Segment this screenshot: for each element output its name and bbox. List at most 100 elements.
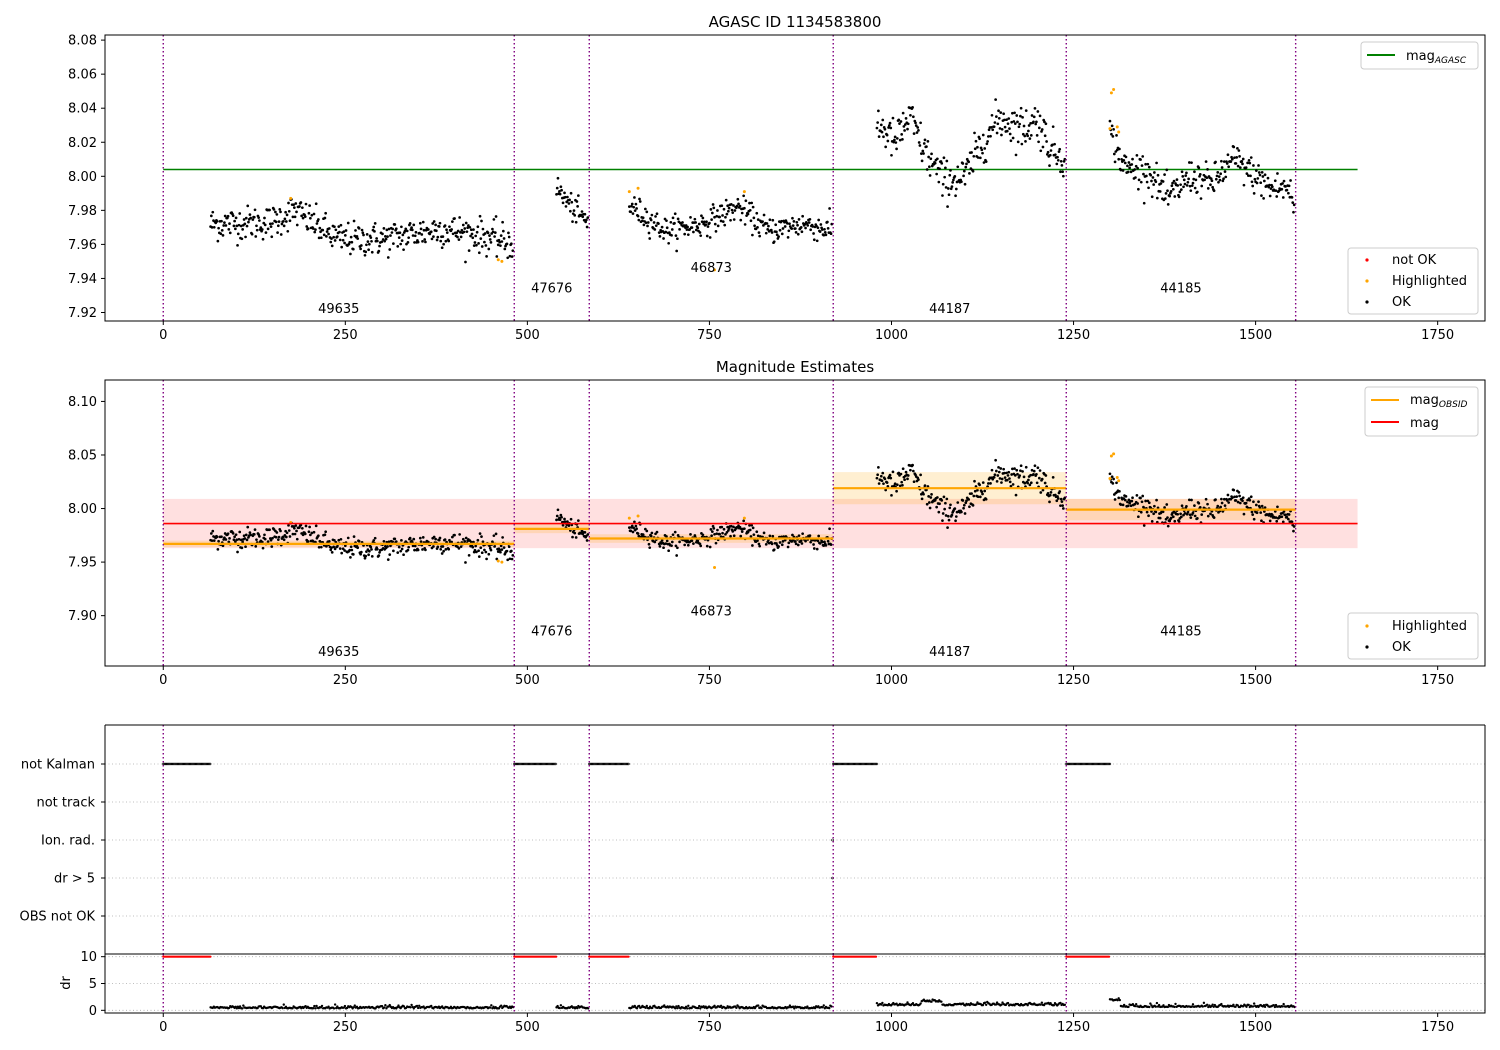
ok-point xyxy=(274,535,278,539)
ok-point xyxy=(224,538,228,541)
ok-point xyxy=(399,549,403,553)
ok-point xyxy=(495,255,499,258)
y-tick-label: 8.00 xyxy=(68,502,97,517)
not-kalman-point xyxy=(195,762,199,766)
ok-point xyxy=(830,222,834,226)
ok-point xyxy=(1186,180,1190,184)
ok-point xyxy=(438,221,442,225)
y-tick-label: 8.04 xyxy=(68,102,97,117)
ok-point xyxy=(458,533,461,536)
ok-point xyxy=(1263,506,1267,509)
ok-point xyxy=(978,137,981,141)
ok-point xyxy=(965,499,968,503)
ok-point xyxy=(270,235,274,239)
ok-point xyxy=(1182,178,1186,182)
ok-point xyxy=(925,502,929,506)
ok-point xyxy=(563,191,566,195)
ok-point xyxy=(921,149,925,153)
ok-point xyxy=(232,538,236,542)
ok-point xyxy=(721,220,725,223)
ok-point xyxy=(432,545,435,548)
highlighted-point xyxy=(1115,125,1119,129)
ok-point xyxy=(1027,478,1030,482)
ok-point xyxy=(1112,127,1115,131)
ok-point xyxy=(1015,468,1019,472)
ok-point xyxy=(1044,474,1048,477)
ok-point xyxy=(1048,493,1052,497)
ok-point xyxy=(1268,519,1272,523)
ok-point xyxy=(1147,186,1150,190)
ok-point xyxy=(406,548,410,552)
not-kalman-point xyxy=(1085,762,1089,766)
ok-point xyxy=(906,477,909,481)
ok-point xyxy=(877,109,880,113)
ok-point xyxy=(792,220,796,223)
ok-point xyxy=(1240,160,1244,163)
ok-point xyxy=(775,233,779,237)
x-tick-label: 1500 xyxy=(1239,673,1272,688)
ok-point xyxy=(242,534,246,538)
ok-point xyxy=(972,494,976,498)
ok-point xyxy=(981,481,985,484)
ok-point xyxy=(1230,157,1234,161)
not-kalman-point xyxy=(1070,762,1073,766)
ok-point xyxy=(947,193,951,197)
ok-point xyxy=(365,243,368,247)
ok-point xyxy=(314,524,318,528)
ok-point xyxy=(768,534,772,538)
ok-point xyxy=(1048,153,1052,157)
ok-point xyxy=(263,223,267,227)
ok-point xyxy=(1198,505,1202,509)
ok-point xyxy=(800,230,804,234)
ok-point xyxy=(443,224,447,227)
ok-point xyxy=(1164,191,1168,195)
dr-point xyxy=(698,1004,701,1008)
ok-point xyxy=(500,548,504,551)
ok-point xyxy=(1187,177,1190,181)
ok-point xyxy=(655,212,659,216)
ok-point xyxy=(437,225,441,228)
ok-point xyxy=(246,525,250,529)
dr-point xyxy=(1232,1003,1235,1007)
ok-point xyxy=(400,547,404,551)
ok-point xyxy=(727,527,731,530)
ok-point xyxy=(637,218,641,222)
ok-point xyxy=(794,227,797,230)
ok-point xyxy=(459,231,462,234)
y-tick-label: 8.05 xyxy=(68,448,97,463)
x-tick-label: 750 xyxy=(697,1020,722,1035)
ok-point xyxy=(739,534,743,538)
ok-point xyxy=(1030,468,1034,472)
dr-point xyxy=(418,1004,421,1008)
ok-point xyxy=(796,543,800,547)
ok-point xyxy=(1007,470,1011,474)
ok-point xyxy=(1225,162,1229,165)
ok-point xyxy=(751,233,754,237)
ok-point xyxy=(391,227,395,231)
ok-point xyxy=(638,197,641,201)
ok-point xyxy=(686,233,690,237)
ok-point xyxy=(967,160,971,164)
dr-point xyxy=(558,1006,561,1010)
not-kalman-point xyxy=(1073,762,1077,766)
not-kalman-point xyxy=(617,762,620,766)
not-kalman-point xyxy=(532,762,536,766)
dr-point xyxy=(813,1006,817,1010)
ok-point xyxy=(248,531,252,534)
ok-point xyxy=(719,535,723,539)
ok-point xyxy=(1056,158,1060,162)
ok-point xyxy=(911,463,914,467)
ok-point xyxy=(1049,490,1053,494)
not-kalman-point xyxy=(168,762,172,766)
not-kalman-point xyxy=(595,762,599,766)
ok-point xyxy=(643,207,647,211)
ok-point xyxy=(1051,125,1055,129)
ok-point xyxy=(220,535,223,539)
ok-point xyxy=(1152,183,1156,186)
ok-point xyxy=(917,129,920,132)
ok-point xyxy=(1019,114,1022,118)
ok-point xyxy=(1222,160,1226,163)
ok-point xyxy=(949,187,953,191)
ok-point xyxy=(398,231,402,235)
